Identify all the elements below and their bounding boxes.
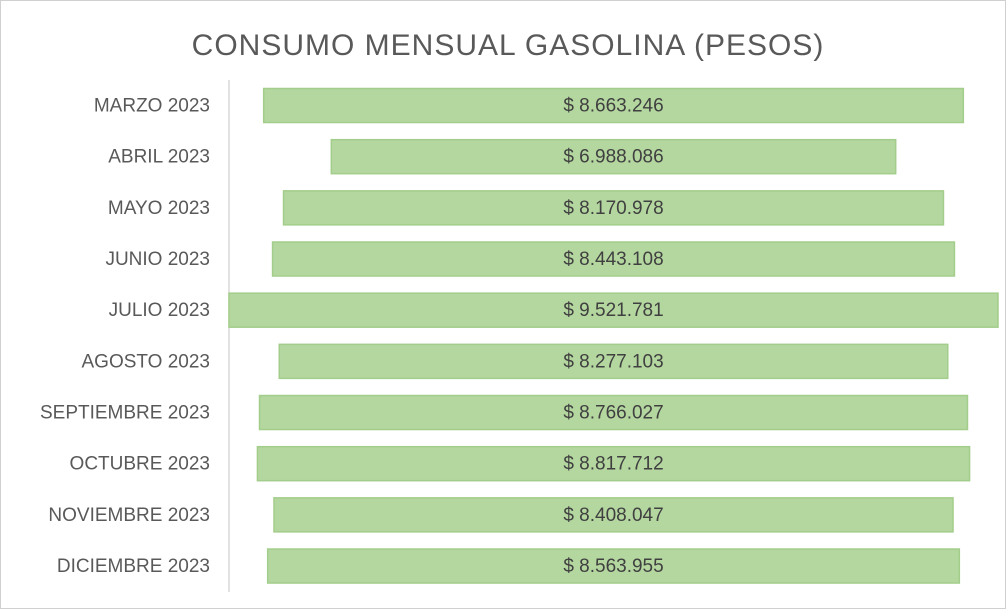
bar [282,190,945,226]
bar [271,241,956,277]
category-label: MARZO 2023 [94,96,210,117]
data-label: $ 8.817.712 [563,454,663,475]
bar [266,548,961,584]
data-label: $ 8.443.108 [563,249,663,270]
data-label: $ 8.170.978 [563,198,663,219]
data-label: $ 8.663.246 [563,96,663,117]
bar [256,445,971,482]
bar [228,292,999,328]
bar [273,497,954,533]
category-label: NOVIEMBRE 2023 [48,505,210,526]
data-label: $ 9.521.781 [563,300,663,321]
data-label: $ 8.563.955 [563,556,663,577]
category-label: SEPTIEMBRE 2023 [40,403,210,424]
data-label: $ 8.277.103 [563,351,663,372]
bar [258,394,969,431]
category-label: JULIO 2023 [109,300,210,321]
category-label: JUNIO 2023 [105,249,210,270]
category-label: ABRIL 2023 [108,147,210,168]
category-label: OCTUBRE 2023 [70,454,210,475]
data-label: $ 8.766.027 [563,403,663,424]
chart-title: CONSUMO MENSUAL GASOLINA (PESOS) [192,29,825,62]
data-label: $ 8.408.047 [563,505,663,526]
category-label: DICIEMBRE 2023 [57,556,210,577]
bar [278,343,949,380]
bar [330,138,897,175]
category-label: AGOSTO 2023 [82,351,211,372]
data-label: $ 6.988.086 [563,147,663,168]
category-label: MAYO 2023 [108,198,210,219]
bar [262,87,965,124]
